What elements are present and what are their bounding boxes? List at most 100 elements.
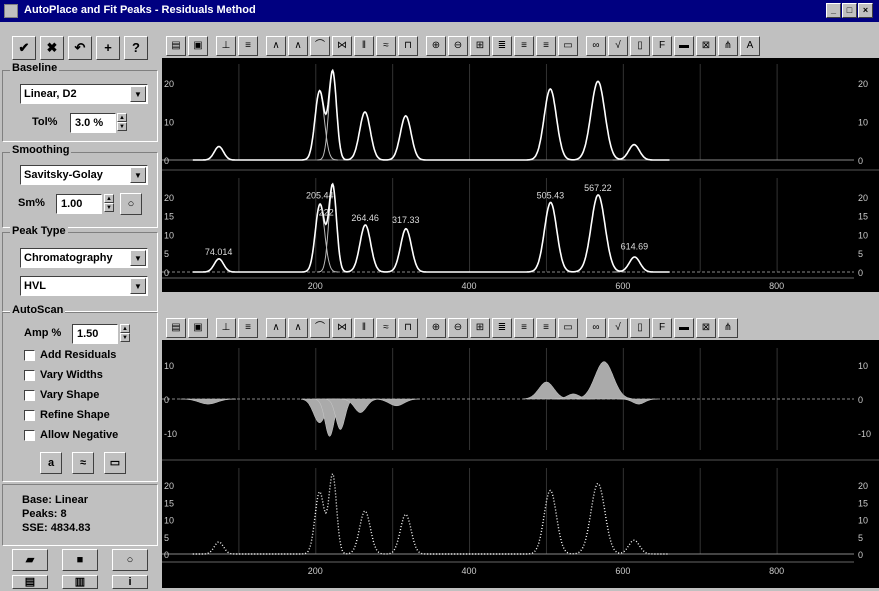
filter-tool-button[interactable]: ⊠ (696, 318, 716, 338)
peak-d-tool-button[interactable]: ⋈ (332, 36, 352, 56)
peak-c-tool-button[interactable]: ⌒ (310, 36, 330, 56)
smoothing-preview-button[interactable]: ○ (120, 193, 142, 215)
amp-spinner[interactable]: ▲ ▼ (120, 324, 130, 344)
copy-tool-button[interactable]: ▤ (166, 36, 186, 56)
autoscan-page-button[interactable]: ▭ (104, 452, 126, 474)
help-button[interactable]: ? (124, 36, 148, 60)
peak-b-tool-button[interactable]: ∧ (288, 318, 308, 338)
font-tool-button[interactable]: F (652, 318, 672, 338)
chevron-down-icon[interactable]: ▼ (130, 278, 146, 294)
zoom-out-tool-button[interactable]: ⊖ (448, 36, 468, 56)
peak-e-tool-button[interactable]: ‖ (354, 318, 374, 338)
checkbox-label: Refine Shape (40, 409, 110, 421)
list2-tool-button[interactable]: ≡ (514, 318, 534, 338)
sm-label: Sm% (18, 197, 45, 209)
peak-label: 567.22 (584, 183, 612, 193)
zoom-tool-button[interactable]: ⊕ (426, 318, 446, 338)
list3-tool-button[interactable]: ≡ (536, 318, 556, 338)
close-button[interactable]: × (858, 3, 873, 18)
peak-category-select[interactable]: Chromatography ▼ (20, 248, 148, 268)
list3-tool-button[interactable]: ≡ (536, 36, 556, 56)
peak-g-tool-button[interactable]: ⊓ (398, 36, 418, 56)
baseline-sub-tool-button[interactable]: ≡ (238, 36, 258, 56)
filter-tool-button[interactable]: ⊠ (696, 36, 716, 56)
clipboard-tool-button[interactable]: ▣ (188, 36, 208, 56)
export-button[interactable]: ▥ (62, 575, 98, 589)
tol-spinner[interactable]: ▲ ▼ (117, 113, 127, 133)
zoom-tool-button[interactable]: ⊕ (426, 36, 446, 56)
print-button[interactable]: ▤ (12, 575, 48, 589)
baseline-type-select[interactable]: Linear, D2 ▼ (20, 84, 148, 104)
list-tool-button[interactable]: ≣ (492, 318, 512, 338)
grid-tool-button[interactable]: ⊞ (470, 36, 490, 56)
check-tool-button[interactable]: √ (608, 318, 628, 338)
ruler-tool-button[interactable]: ▬ (674, 36, 694, 56)
zoom-icon: ⊕ (431, 322, 441, 333)
tree-tool-button[interactable]: ⋔ (718, 36, 738, 56)
bulb-button[interactable]: ○ (112, 549, 148, 571)
disk-icon: ■ (76, 554, 84, 566)
grid-icon: ⊞ (475, 40, 485, 51)
ok-button[interactable]: ✔ (12, 36, 36, 60)
fit-tool-button[interactable]: ▭ (558, 318, 578, 338)
tol-input[interactable]: 3.0 % (70, 113, 116, 133)
peak-label: 205.44 (306, 191, 334, 201)
baseline-tool-button[interactable]: ⊥ (216, 36, 236, 56)
peak-c-tool-button[interactable]: ⌒ (310, 318, 330, 338)
fit-tool-button[interactable]: ▭ (558, 36, 578, 56)
baseline-sub-tool-button[interactable]: ≡ (238, 318, 258, 338)
y-tick-label-right: 5 (858, 533, 863, 543)
checkbox-box[interactable] (24, 430, 35, 441)
baseline-tool-button[interactable]: ⊥ (216, 318, 236, 338)
peak-g-tool-button[interactable]: ⊓ (398, 318, 418, 338)
chevron-down-icon[interactable]: ▼ (130, 86, 146, 102)
checkbox-box[interactable] (24, 390, 35, 401)
peak-component (200, 146, 238, 161)
undo-button[interactable]: ↶ (68, 36, 92, 60)
sm-input[interactable]: 1.00 (56, 194, 102, 214)
checkbox-box[interactable] (24, 410, 35, 421)
binoculars-tool-button[interactable]: ∞ (586, 36, 606, 56)
a-tool-button[interactable]: A (740, 36, 760, 56)
peak-a-tool-button[interactable]: ∧ (266, 36, 286, 56)
peak-a-tool-button[interactable]: ∧ (266, 318, 286, 338)
zoom-out-tool-button[interactable]: ⊖ (448, 318, 468, 338)
peak-f-tool-button[interactable]: ≈ (376, 36, 396, 56)
grid-tool-button[interactable]: ⊞ (470, 318, 490, 338)
check-tool-button[interactable]: √ (608, 36, 628, 56)
clipboard-tool-button[interactable]: ▣ (188, 318, 208, 338)
peak-e-tool-button[interactable]: ‖ (354, 36, 374, 56)
copy-tool-button[interactable]: ▤ (166, 318, 186, 338)
peak-b-tool-button[interactable]: ∧ (288, 36, 308, 56)
minimize-button[interactable]: _ (826, 3, 841, 18)
page-tool-button[interactable]: ▯ (630, 36, 650, 56)
chevron-down-icon[interactable]: ▼ (130, 250, 146, 266)
open-button[interactable]: ▰ (12, 549, 48, 571)
sm-spinner[interactable]: ▲ ▼ (104, 194, 114, 214)
info-button[interactable]: i (112, 575, 148, 589)
binoculars-tool-button[interactable]: ∞ (586, 318, 606, 338)
cancel-button[interactable]: ✖ (40, 36, 64, 60)
autoscan-scan-button[interactable]: ≈ (72, 452, 94, 474)
zoom-icon: ⊕ (431, 40, 441, 51)
chevron-down-icon[interactable]: ▼ (130, 167, 146, 183)
font-tool-button[interactable]: F (652, 36, 672, 56)
peak-d-tool-button[interactable]: ⋈ (332, 318, 352, 338)
page-tool-button[interactable]: ▯ (630, 318, 650, 338)
title-bar: AutoPlace and Fit Peaks - Residuals Meth… (0, 0, 879, 22)
maximize-button[interactable]: □ (842, 3, 857, 18)
add-button[interactable]: + (96, 36, 120, 60)
save-button[interactable]: ■ (62, 549, 98, 571)
peak-b-icon: ∧ (294, 322, 302, 333)
checkbox-box[interactable] (24, 370, 35, 381)
amp-input[interactable]: 1.50 (72, 324, 118, 344)
autoscan-a-button[interactable]: a (40, 452, 62, 474)
peak-f-tool-button[interactable]: ≈ (376, 318, 396, 338)
list-tool-button[interactable]: ≣ (492, 36, 512, 56)
tree-tool-button[interactable]: ⋔ (718, 318, 738, 338)
ruler-tool-button[interactable]: ▬ (674, 318, 694, 338)
peak-function-select[interactable]: HVL ▼ (20, 276, 148, 296)
smoothing-method-select[interactable]: Savitsky-Golay ▼ (20, 165, 148, 185)
list2-tool-button[interactable]: ≡ (514, 36, 534, 56)
checkbox-box[interactable] (24, 350, 35, 361)
